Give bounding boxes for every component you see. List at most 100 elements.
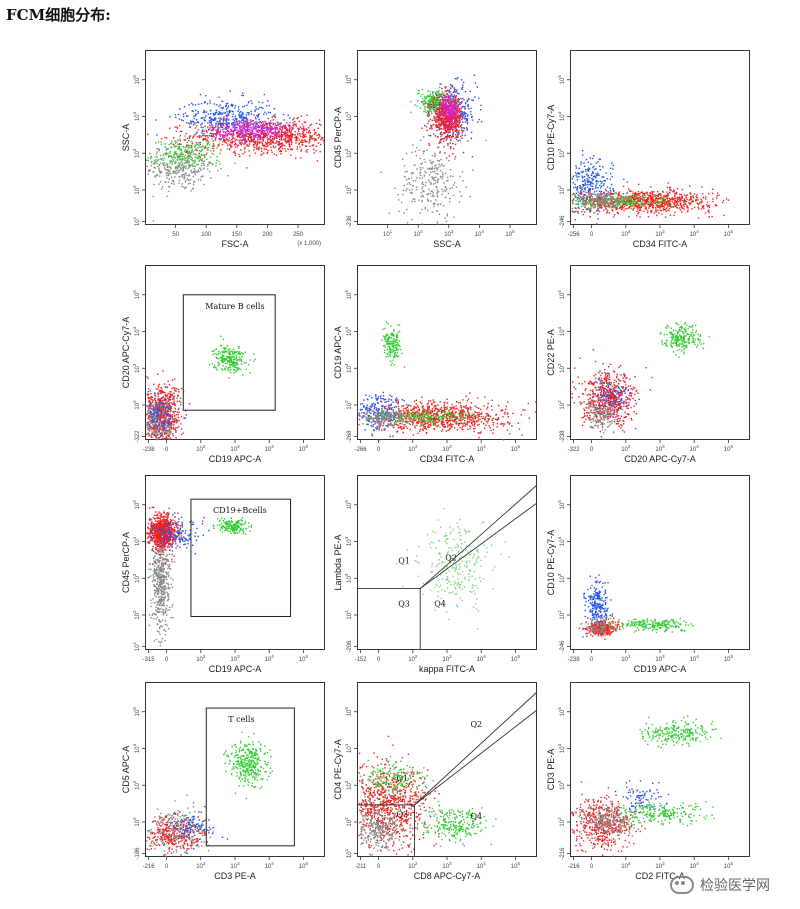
event-dot <box>714 204 717 206</box>
event-dot <box>610 183 613 186</box>
event-dot <box>667 209 669 211</box>
event-dot <box>429 193 432 195</box>
event-dot <box>190 190 192 192</box>
event-dot <box>150 157 152 159</box>
event-dot <box>222 134 224 136</box>
event-dot <box>227 144 229 147</box>
event-dot <box>183 156 185 158</box>
event-dot <box>640 206 642 208</box>
event-dot <box>201 130 204 132</box>
event-dot <box>410 111 412 114</box>
event-dot <box>448 104 450 106</box>
event-dot <box>617 193 619 195</box>
event-dot <box>583 190 585 193</box>
event-dot <box>637 191 640 193</box>
event-dot <box>690 199 692 201</box>
event-dot <box>455 109 457 111</box>
event-dot <box>238 153 240 156</box>
event-dot <box>298 128 301 130</box>
event-dot <box>432 191 434 194</box>
event-dot <box>205 145 207 147</box>
event-dot <box>260 137 262 139</box>
event-dot <box>441 188 443 190</box>
event-dot <box>647 203 649 205</box>
event-dot <box>178 149 180 151</box>
event-dot <box>447 121 449 124</box>
event-dot <box>424 206 426 209</box>
event-dot <box>293 134 295 136</box>
event-dot <box>705 198 707 200</box>
event-dot <box>451 135 453 138</box>
event-dot <box>227 175 229 177</box>
event-dot <box>274 131 276 134</box>
y-tick-label: -236 <box>347 215 353 228</box>
event-dot <box>437 146 439 149</box>
event-dot <box>466 115 469 117</box>
event-dot <box>419 167 422 169</box>
event-dot <box>461 137 463 139</box>
event-dot <box>424 103 426 105</box>
event-dot <box>466 127 468 129</box>
event-dot <box>196 125 198 127</box>
event-dot <box>188 164 190 167</box>
event-dot <box>186 141 188 144</box>
event-dot <box>452 131 455 134</box>
event-dot <box>166 169 168 171</box>
event-dot <box>638 192 640 195</box>
event-dot <box>454 111 456 113</box>
event-dot <box>192 104 194 106</box>
event-dot <box>572 176 574 178</box>
event-dot <box>297 117 299 119</box>
event-dot <box>289 117 291 119</box>
event-dot <box>240 119 243 121</box>
event-dot <box>194 115 197 117</box>
event-dot <box>289 134 292 136</box>
event-dot <box>473 74 476 76</box>
event-dot <box>231 129 233 132</box>
event-dot <box>478 118 480 121</box>
event-dot <box>190 146 193 149</box>
event-dot <box>584 206 586 208</box>
event-dot <box>440 118 442 120</box>
event-dot <box>647 211 649 214</box>
event-dot <box>576 189 578 191</box>
event-dot <box>288 130 290 132</box>
event-dot <box>219 122 221 125</box>
event-dot <box>591 174 593 176</box>
event-dot <box>683 198 685 200</box>
y-tick-label: 104 <box>132 111 141 121</box>
event-dot <box>436 110 438 112</box>
event-dot <box>196 157 198 159</box>
event-dot <box>252 131 254 133</box>
event-dot <box>427 113 430 115</box>
event-dot <box>234 105 237 107</box>
event-dot <box>226 107 229 109</box>
event-dot <box>231 104 233 107</box>
event-dot <box>271 128 273 130</box>
event-dot <box>285 142 288 144</box>
event-dot <box>684 200 686 202</box>
event-dot <box>260 128 263 130</box>
event-dot <box>652 202 655 204</box>
event-dot <box>436 124 438 126</box>
event-dot <box>430 167 433 170</box>
event-dot <box>648 195 650 197</box>
event-dot <box>465 118 468 120</box>
event-dot <box>420 139 422 141</box>
event-dot <box>436 104 438 106</box>
event-dot <box>680 200 682 202</box>
event-dot <box>610 203 612 205</box>
event-dot <box>443 189 446 191</box>
event-dot <box>210 162 212 164</box>
event-dot <box>708 216 710 218</box>
event-dot <box>286 131 288 134</box>
event-dot <box>442 138 444 140</box>
event-dot <box>261 132 264 134</box>
event-dot <box>598 205 600 207</box>
event-dot <box>625 204 627 206</box>
event-dot <box>250 131 252 133</box>
event-dot <box>658 205 660 207</box>
x-tick-label: 200 <box>262 232 273 238</box>
event-dot <box>639 208 641 210</box>
event-dot <box>441 172 444 174</box>
